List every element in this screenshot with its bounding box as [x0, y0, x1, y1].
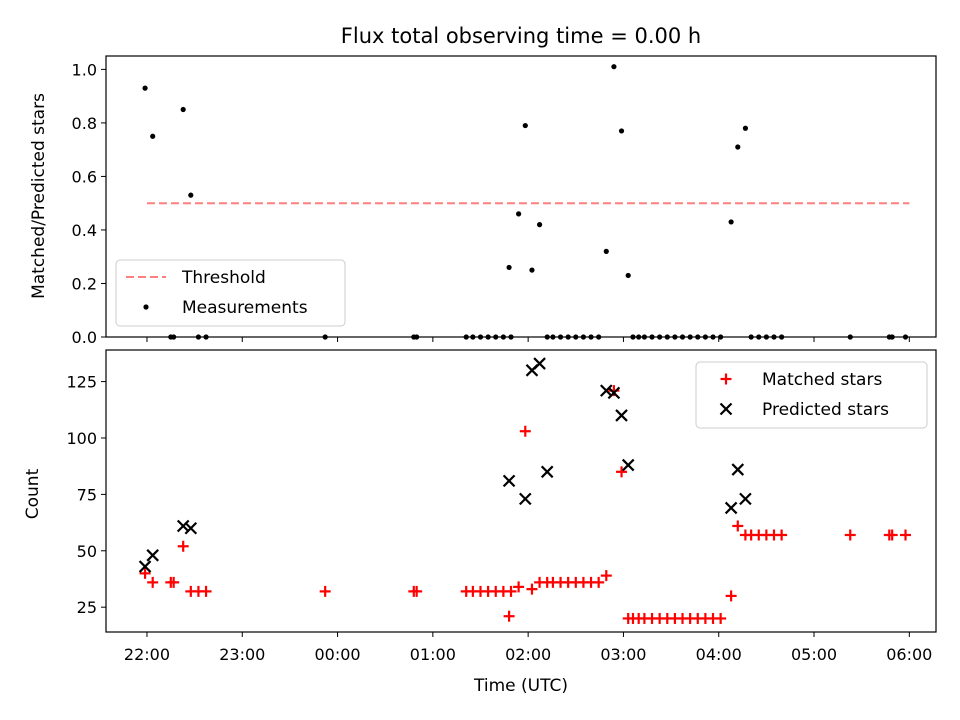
x-tick-label: 23:00	[219, 645, 265, 664]
measurement-point	[729, 219, 734, 224]
top-x-ticks	[147, 337, 909, 342]
measurement-point	[611, 64, 616, 69]
measurement-point	[619, 128, 624, 133]
measurement-point	[188, 193, 193, 198]
measurement-point	[743, 126, 748, 131]
legend-measurements-label: Measurements	[182, 298, 308, 318]
measurement-point	[181, 107, 186, 112]
x-tick-label: 01:00	[410, 645, 456, 664]
top-y-axis-label: Matched/Predicted stars	[29, 93, 49, 299]
bottom-y-tick-label: 125	[66, 373, 97, 392]
bottom-y-tick-label: 75	[77, 485, 97, 504]
measurement-point	[626, 273, 631, 278]
legend-threshold-label: Threshold	[181, 268, 266, 288]
bottom-legend: Matched stars Predicted stars	[696, 362, 927, 428]
legend-predicted-label: Predicted stars	[762, 400, 889, 420]
measurement-point	[537, 222, 542, 227]
chart-title: Flux total observing time = 0.00 h	[341, 24, 701, 48]
measurement-point	[150, 134, 155, 139]
bottom-y-tick-label: 25	[77, 598, 97, 617]
measurement-point	[506, 265, 511, 270]
top-y-tick-label: 0.8	[72, 114, 97, 133]
measurement-point	[529, 267, 534, 272]
bottom-y-axis-label: Count	[23, 468, 43, 519]
bottom-axes: 25 50 75 100 125 22:00 23:00 00:00 01:00 02:00 03…	[23, 350, 936, 696]
top-legend: Threshold Measurements	[116, 260, 345, 326]
bottom-y-tick-label: 50	[77, 542, 97, 561]
x-tick-label: 03:00	[600, 645, 646, 664]
measurement-point	[735, 144, 740, 149]
x-tick-label: 05:00	[791, 645, 837, 664]
x-tick-label: 02:00	[505, 645, 551, 664]
top-y-ticks: 0.0 0.2 0.4 0.6 0.8 1.0	[72, 60, 106, 347]
measurement-point	[604, 249, 609, 254]
legend-matched-label: Matched stars	[762, 370, 882, 390]
x-tick-label: 00:00	[315, 645, 361, 664]
top-y-tick-label: 0.2	[72, 274, 97, 293]
x-axis-label: Time (UTC)	[473, 676, 568, 696]
measurement-point	[516, 211, 521, 216]
top-axes: 0.0 0.2 0.4 0.6 0.8 1.0 Matched/Predicted sta…	[29, 56, 936, 347]
top-y-tick-label: 0.0	[72, 328, 97, 347]
x-tick-label: 06:00	[886, 645, 932, 664]
figure: Flux total observing time = 0.00 h 0.00.…	[0, 0, 960, 720]
x-tick-label: 04:00	[696, 645, 742, 664]
legend-measurements-swatch	[143, 304, 148, 309]
measurement-point	[523, 123, 528, 128]
top-y-tick-label: 0.4	[72, 221, 97, 240]
top-y-tick-label: 1.0	[72, 60, 97, 79]
bottom-y-ticks: 25 50 75 100 125	[66, 373, 106, 618]
bottom-y-tick-label: 100	[66, 429, 97, 448]
measurement-point	[142, 86, 147, 91]
bottom-x-ticks: 22:00 23:00 00:00 01:00 02:00 03:00 04:00 05:00…	[124, 632, 932, 664]
x-tick-label: 22:00	[124, 645, 170, 664]
top-y-tick-label: 0.6	[72, 167, 97, 186]
